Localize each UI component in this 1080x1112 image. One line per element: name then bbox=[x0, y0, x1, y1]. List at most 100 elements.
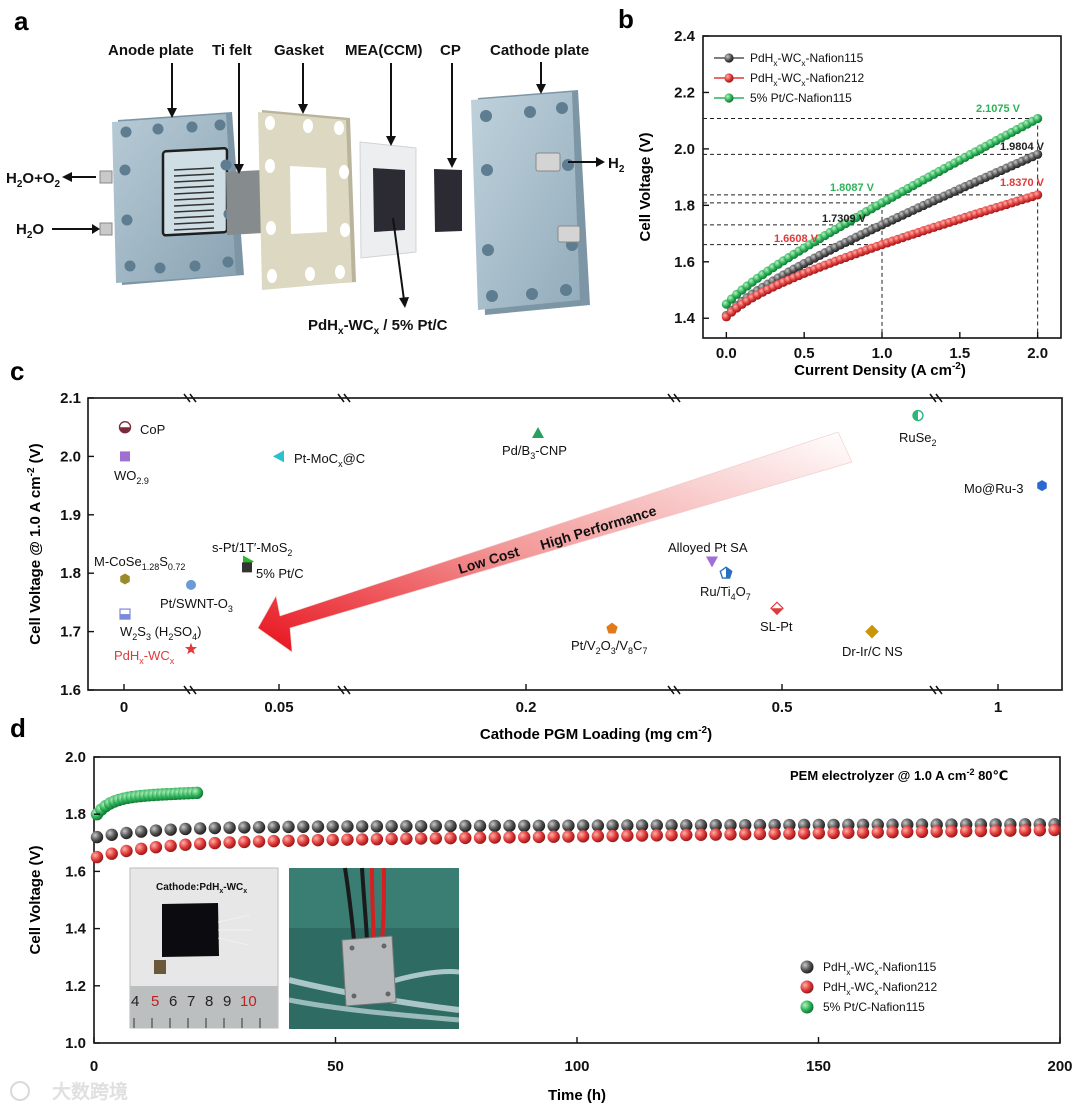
point-label-alloyed: Alloyed Pt SA bbox=[668, 540, 748, 555]
mea-ccm bbox=[359, 141, 417, 259]
chart-c-ylabel: Cell Voltage @ 1.0 A cm-2 (V) bbox=[26, 443, 44, 644]
d-point bbox=[768, 818, 781, 832]
chart-b-legend: PdHx-WCx-Nafion115 PdHx-WCx-Nafion212 5% P… bbox=[714, 51, 865, 105]
c-point-Dr-Ir/C NS bbox=[865, 624, 879, 639]
b-annotation-label: 1.9804 V bbox=[1000, 141, 1045, 153]
d-point bbox=[635, 829, 649, 842]
point-label-pdb: Pd/B3-CNP bbox=[502, 443, 567, 461]
c-ytick-label: 1.9 bbox=[60, 507, 81, 524]
chart-c-xlabel: Cathode PGM Loading (mg cm-2) bbox=[480, 725, 712, 743]
d-point bbox=[297, 834, 310, 847]
b-legend-label: PdHx-WCx-Nafion115 bbox=[750, 51, 864, 68]
anode-plate bbox=[99, 112, 244, 285]
c-point-fill bbox=[913, 410, 918, 421]
d-point bbox=[783, 827, 796, 840]
d-point bbox=[532, 819, 546, 832]
d-legend-label: 5% Pt/C-Nafion115 bbox=[823, 1000, 925, 1014]
schematic-arrowheads bbox=[62, 84, 605, 308]
inset-cathode-label: Cathode:PdHx-WCx bbox=[156, 882, 247, 895]
d-point bbox=[488, 819, 501, 833]
chart-b-annotations: 2.1075 V 1.9804 V 1.8370 V 1.8087 V 1.7309 V… bbox=[774, 103, 1045, 245]
d-point bbox=[149, 840, 163, 854]
ruler-6: 6 bbox=[169, 993, 177, 1010]
chart-b-ylabel: Cell Voltage (V) bbox=[637, 133, 654, 242]
ruler-10: 10 bbox=[240, 993, 257, 1010]
d-point bbox=[503, 831, 516, 844]
d-point bbox=[238, 821, 251, 834]
d-point bbox=[753, 827, 767, 841]
d-point bbox=[238, 835, 251, 849]
c-point-RuSe2 bbox=[912, 409, 924, 422]
d-point bbox=[827, 826, 840, 840]
b-annotation-label: 1.6608 V bbox=[774, 233, 819, 245]
point-label-mcose: M-CoSe1.28S0.72 bbox=[94, 554, 185, 572]
d-point bbox=[311, 833, 325, 847]
c-ytick-label: 1.8 bbox=[60, 565, 81, 582]
cathode-h2-fitting bbox=[535, 152, 561, 172]
d-point bbox=[252, 821, 266, 834]
d-point bbox=[297, 820, 310, 833]
d-point bbox=[370, 820, 384, 833]
d-point bbox=[1033, 824, 1047, 837]
c-point-Pd/B3-CNP bbox=[532, 427, 544, 439]
d-point bbox=[459, 831, 472, 845]
d-point bbox=[444, 819, 457, 833]
label-catalyst: PdHx-WCx / 5% Pt/C bbox=[308, 317, 448, 337]
d-point bbox=[856, 826, 870, 839]
c-point-fill bbox=[120, 614, 130, 620]
d-point bbox=[473, 819, 487, 833]
point-label-ptv: Pt/V2O3/V8C7 bbox=[571, 638, 647, 656]
d-point bbox=[959, 825, 973, 838]
d-series-PdHx-WCx-Nafion115 bbox=[90, 818, 1061, 844]
d-point bbox=[385, 832, 398, 846]
chart-d-xlabel: Time (h) bbox=[548, 1087, 606, 1104]
inset-photo-electrolyzer bbox=[288, 867, 460, 1029]
d-point bbox=[400, 832, 413, 845]
d-point bbox=[738, 827, 752, 841]
b-xtick-label: 0.0 bbox=[716, 345, 737, 362]
gasket bbox=[258, 110, 356, 290]
c-xtick-label: 0 bbox=[120, 699, 128, 716]
watermark-logo-icon bbox=[10, 1081, 30, 1101]
b-legend-marker bbox=[724, 53, 734, 63]
c-ytick-label: 1.7 bbox=[60, 624, 81, 641]
anode-outlet-fitting bbox=[99, 170, 113, 184]
d-point bbox=[414, 832, 428, 845]
d-point bbox=[134, 825, 148, 838]
chart-b-xlabel: Current Density (A cm-2) bbox=[794, 361, 966, 379]
label-h2o-in: H2O bbox=[16, 221, 44, 241]
d-point bbox=[576, 830, 590, 843]
b-xtick-label: 1.5 bbox=[949, 345, 970, 362]
label-cp: CP bbox=[440, 42, 461, 59]
c-point-W2S3 (H2SO4) bbox=[119, 608, 131, 620]
d-ytick-label: 1.4 bbox=[65, 921, 87, 938]
d-legend-label: PdHx-WCx-Nafion212 bbox=[823, 980, 938, 997]
d-point bbox=[665, 819, 678, 832]
d-point bbox=[267, 820, 280, 834]
d-point bbox=[621, 819, 634, 832]
c-point-M-CoSe1.28S0.72 bbox=[120, 573, 130, 585]
c-point-PdHx-WCx bbox=[184, 642, 198, 655]
chart-c-points bbox=[118, 409, 1047, 655]
d-point bbox=[267, 834, 280, 848]
chart-d-series bbox=[90, 786, 1061, 864]
d-point bbox=[326, 833, 339, 847]
d-point bbox=[355, 820, 369, 833]
d-point bbox=[518, 830, 531, 844]
chart-d-ylabel: Cell Voltage (V) bbox=[27, 846, 44, 955]
point-label-cop: CoP bbox=[140, 422, 165, 437]
chart-c-ticks: 0 0.05 0.2 0.5 1 1.6 1.7 1.8 1.9 2.0 2.1 bbox=[60, 390, 1002, 716]
d-point bbox=[223, 836, 236, 849]
d-point bbox=[738, 818, 752, 832]
d-point bbox=[621, 829, 634, 842]
d-point bbox=[414, 819, 428, 833]
b-ytick-label: 1.4 bbox=[674, 310, 696, 327]
d-point bbox=[341, 833, 354, 846]
ruler-4: 4 bbox=[131, 993, 139, 1010]
d-point bbox=[208, 836, 222, 850]
d-point bbox=[518, 819, 531, 833]
c-xtick-label: 0.2 bbox=[516, 699, 537, 716]
b-ytick-label: 2.2 bbox=[674, 84, 695, 101]
c-xtick-label: 0.05 bbox=[264, 699, 293, 716]
d-point bbox=[90, 850, 104, 864]
